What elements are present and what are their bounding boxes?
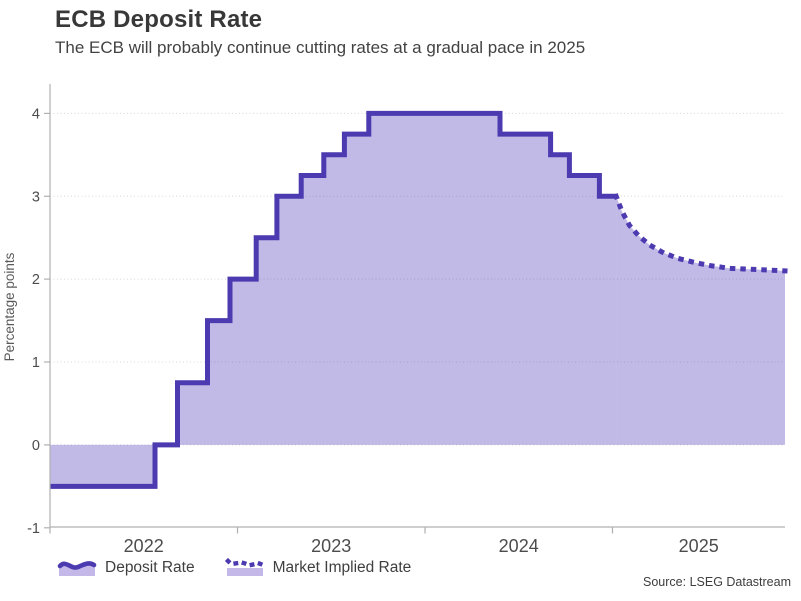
tick-labels: -1 0 1 2 3 4 2022 2023 2024 2025 [27,106,719,556]
y-axis-title: Percentage points [2,252,17,361]
deposit-rate-swatch-icon [57,561,97,576]
legend-label-market-implied-rate: Market Implied Rate [272,558,412,576]
legend-label-deposit-rate: Deposit Rate [105,558,195,576]
y-tick-label-2: 2 [32,272,40,288]
x-tick-label-2024: 2024 [499,536,539,556]
y-tick-label-0: 0 [32,438,40,454]
x-tick-label-2025: 2025 [679,536,719,556]
market-implied-line [612,193,788,274]
axes [44,84,785,534]
source-note: Source: LSEG Datastream [643,575,791,589]
market-implied-area [616,196,785,445]
x-tick-label-2023: 2023 [311,536,351,556]
y-tick-label--1: -1 [27,521,40,537]
page-title: ECB Deposit Rate [55,6,263,33]
x-tick-label-2022: 2022 [124,536,164,556]
chart-legend: Deposit Rate Market Implied Rate [57,556,411,579]
legend-item-market-implied-rate: Market Implied Rate [224,556,412,579]
y-tick-label-4: 4 [32,106,40,122]
page-subtitle: The ECB will probably continue cutting r… [55,38,586,57]
deposit-rate-line [50,110,617,489]
deposit-rate-area [50,113,617,487]
area-fills [50,113,785,487]
legend-item-deposit-rate: Deposit Rate [57,556,195,579]
series-lines [50,110,788,489]
y-tick-label-3: 3 [32,189,40,205]
y-tick-label-1: 1 [32,355,40,371]
market-implied-rate-swatch-icon [224,557,265,576]
